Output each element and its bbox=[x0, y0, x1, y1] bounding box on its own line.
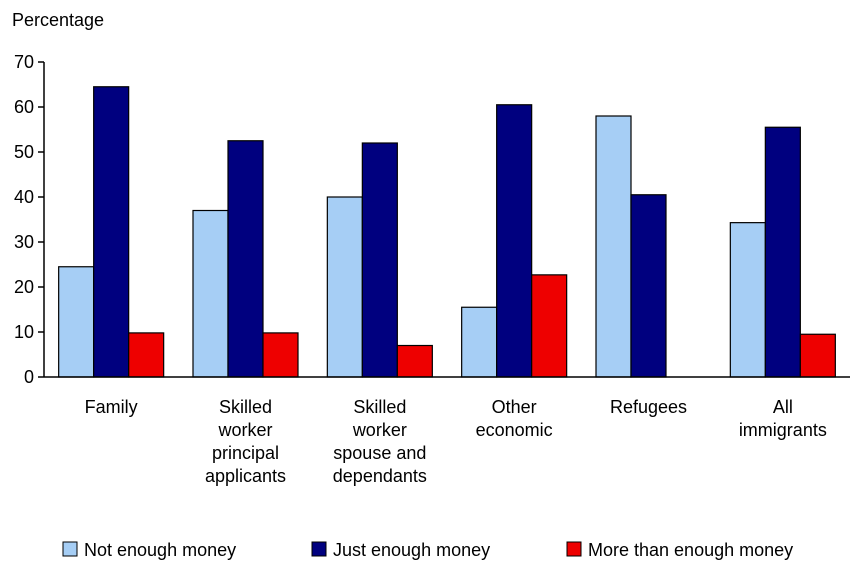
legend-swatch bbox=[566, 541, 582, 557]
y-tick-label: 50 bbox=[14, 142, 34, 162]
bar-just-enough-money bbox=[361, 142, 398, 378]
y-axis: 0 10 20 30 40 50 60 70 bbox=[14, 52, 45, 387]
bar-just-enough-money bbox=[93, 86, 130, 378]
bar-not-enough-money bbox=[192, 209, 229, 378]
category-label: All immigrants bbox=[739, 397, 827, 440]
bar-more-than-enough-money bbox=[799, 333, 836, 378]
bar-just-enough-money bbox=[496, 104, 533, 378]
category-label: Refugees bbox=[610, 397, 687, 417]
legend-label: More than enough money bbox=[588, 540, 793, 560]
legend: Not enough money Just enough money More th… bbox=[62, 540, 793, 560]
y-tick-label: 30 bbox=[14, 232, 34, 252]
bar-not-enough-money bbox=[461, 306, 498, 378]
bar-not-enough-money bbox=[58, 266, 95, 378]
y-tick-label: 60 bbox=[14, 97, 34, 117]
bar-more-than-enough-money bbox=[262, 332, 299, 378]
y-tick-label: 40 bbox=[14, 187, 34, 207]
y-tick-label: 70 bbox=[14, 52, 34, 72]
category-label: Skilled worker principal applicants bbox=[205, 397, 286, 486]
bar-just-enough-money bbox=[764, 126, 801, 378]
bar-more-than-enough-money bbox=[531, 274, 568, 378]
category-label: Other economic bbox=[476, 397, 553, 440]
bar-not-enough-money bbox=[729, 222, 766, 378]
bars bbox=[58, 86, 836, 378]
bar-more-than-enough-money bbox=[396, 344, 433, 378]
legend-label: Not enough money bbox=[84, 540, 236, 560]
y-tick-label: 0 bbox=[24, 367, 34, 387]
legend-swatch bbox=[62, 541, 78, 557]
y-axis-label: Percentage bbox=[12, 10, 104, 30]
category-labels: Family Skilled worker principal applicants Sk… bbox=[85, 397, 827, 486]
category-label: Family bbox=[85, 397, 138, 417]
legend-label: Just enough money bbox=[333, 540, 490, 560]
bar-not-enough-money bbox=[595, 115, 632, 378]
bar-just-enough-money bbox=[227, 140, 264, 378]
bar-not-enough-money bbox=[326, 196, 363, 378]
category-label: Skilled worker spouse and dependants bbox=[333, 397, 427, 486]
bar-more-than-enough-money bbox=[128, 332, 165, 378]
bar-just-enough-money bbox=[630, 194, 667, 378]
y-tick-label: 10 bbox=[14, 322, 34, 342]
legend-swatch bbox=[311, 541, 327, 557]
y-tick-label: 20 bbox=[14, 277, 34, 297]
